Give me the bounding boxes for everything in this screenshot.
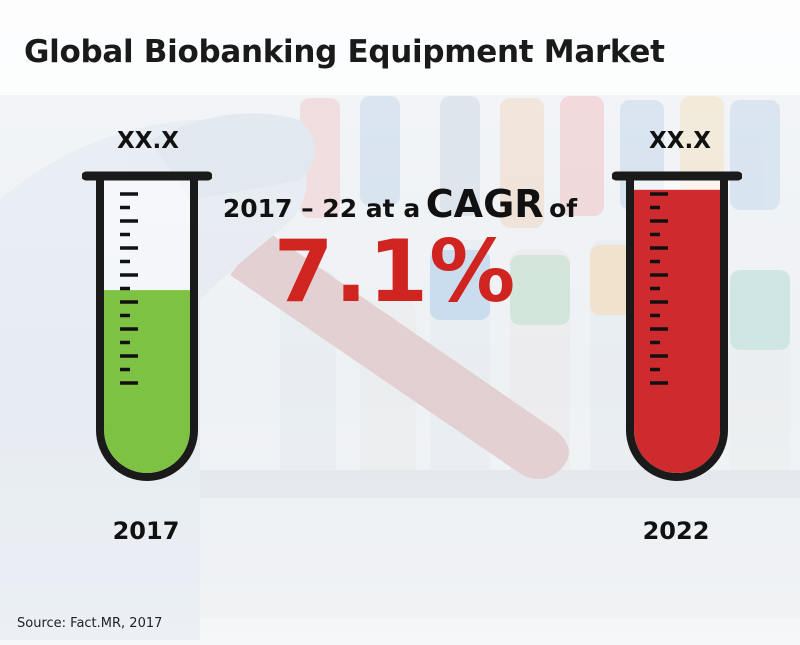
cagr-prefix: 2017 – 22 at a [222,194,421,223]
cagr-word: CAGR [425,182,544,226]
tube-2022-contents [612,171,742,481]
test-tube-2017 [82,171,212,481]
tube-outline [96,176,198,481]
chart-title: Global Biobanking Equipment Market [24,34,665,70]
value-label-2017: XX.X [117,128,179,154]
source-note: Source: Fact.MR, 2017 [17,616,163,631]
bar-2022 [634,189,720,473]
tube-2017-contents [82,171,212,481]
value-label-2022: XX.X [649,128,711,154]
cagr-suffix: of [549,194,578,223]
category-label-2022: 2022 [642,517,710,545]
test-tube-2022 [612,171,742,481]
cagr-caption: 2017 – 22 at a CAGR of [200,182,600,226]
tube-outline [626,176,728,481]
category-label-2017: 2017 [112,517,180,545]
bar-2017 [104,290,190,473]
cagr-value: 7.1% [273,222,517,322]
